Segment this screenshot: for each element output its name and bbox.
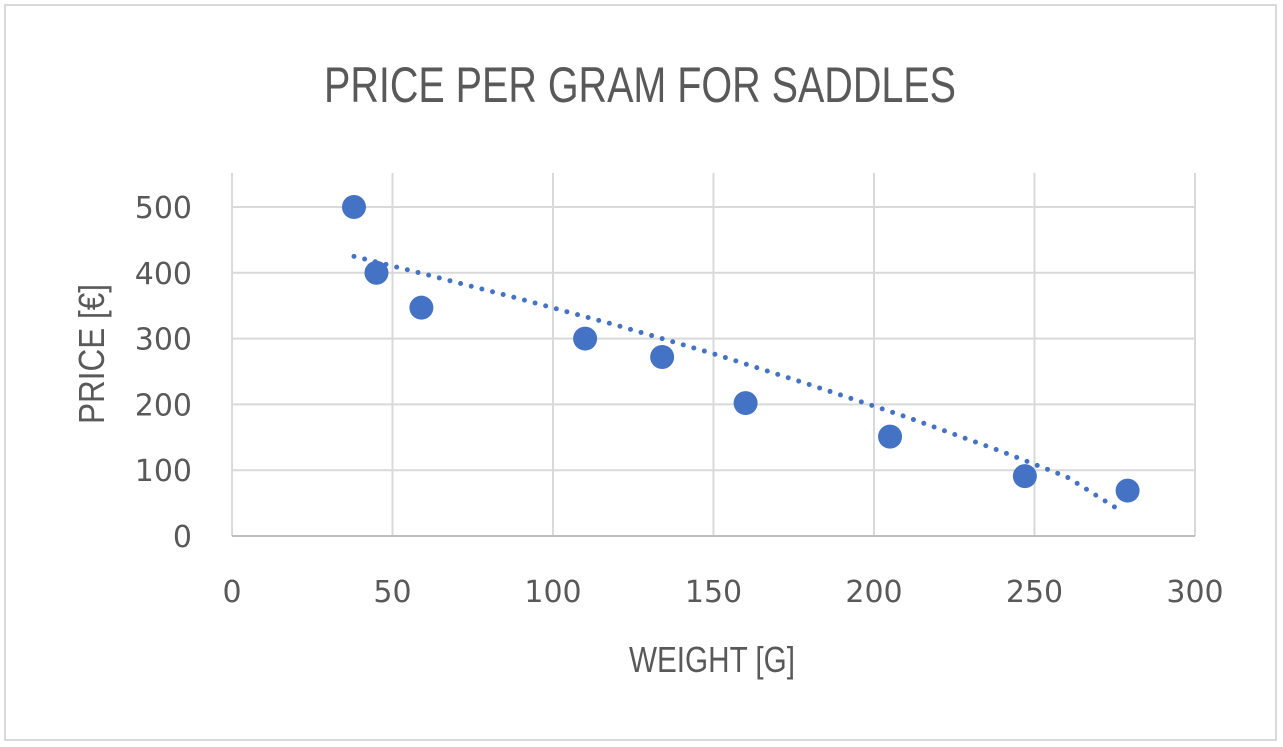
data-point [878,424,903,449]
y-tick-label: 400 [135,257,192,292]
y-tick-label: 200 [135,388,192,423]
y-tick-label: 0 [173,520,192,555]
y-tick-label: 100 [135,454,192,489]
x-tick-label: 250 [1006,575,1063,610]
trendline [351,253,1118,510]
data-point [733,391,758,416]
x-tick-label: 200 [845,575,902,610]
chart-title: PRICE PER GRAM FOR SADDLES [324,57,956,113]
y-axis-title: PRICE [€] [71,284,112,424]
data-point [573,326,598,351]
data-points [341,195,1140,503]
x-tick-label: 150 [685,575,742,610]
x-tick-label: 50 [373,575,411,610]
x-tick-label: 100 [524,575,581,610]
y-axis-ticks: 0 100 200 300 400 500 [135,191,192,555]
trendline-group [351,253,1118,510]
x-tick-label: 0 [222,575,241,610]
data-point [409,295,434,320]
data-point [1115,478,1140,503]
data-point [1012,464,1037,489]
y-tick-label: 300 [135,323,192,358]
chart-frame [4,4,1277,741]
data-point [364,260,389,285]
x-axis-ticks: 0 50 100 150 200 250 300 [222,575,1223,610]
data-point [341,195,366,219]
x-axis-title: WEIGHT [G] [629,639,795,680]
x-tick-label: 300 [1166,575,1223,610]
data-point [650,345,675,370]
y-tick-label: 500 [135,191,192,226]
